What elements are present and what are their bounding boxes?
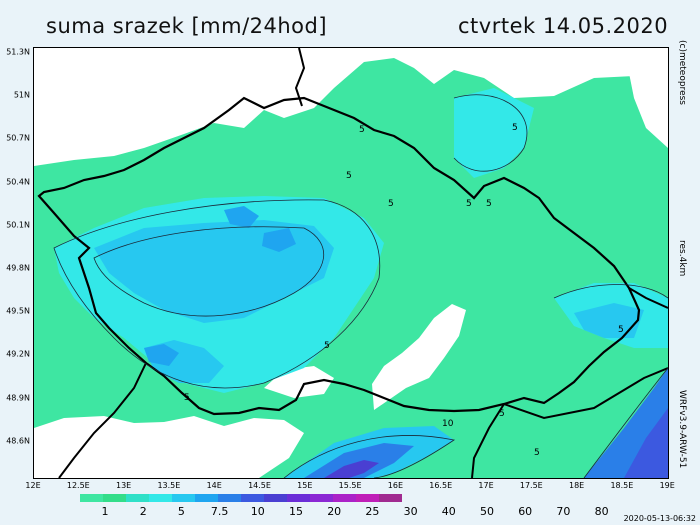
legend-label: 20 <box>327 505 342 518</box>
model-label: WRFv3.9-ARW-51 <box>677 390 687 469</box>
dry-area-south-west <box>34 416 304 478</box>
precip-spot-c <box>262 228 296 252</box>
legend-label: 60 <box>518 505 533 518</box>
latitude-tick-label: 49.8N <box>6 263 30 273</box>
legend-color-cell <box>241 494 264 502</box>
czech-border <box>37 96 641 416</box>
map-date: ctvrtek 14.05.2020 <box>458 14 669 38</box>
contour-label: 5 <box>359 125 365 135</box>
longitude-tick-label: 12.5E <box>66 481 90 490</box>
contour-label: 5 <box>534 448 540 458</box>
legend-color-cell <box>287 494 310 502</box>
legend-color-cell <box>310 494 333 502</box>
precip-spot-b <box>144 344 179 366</box>
border-austria-slovakia <box>471 403 505 478</box>
dry-area-north <box>34 48 668 166</box>
longitude-tick-label: 18E <box>568 481 585 490</box>
precipitation-legend <box>80 494 402 502</box>
contour-label: 5 <box>499 409 505 419</box>
latitude-tick-label: 51N <box>13 90 30 100</box>
longitude-tick-label: 14.5E <box>248 481 271 490</box>
copyright-label: (c)meteopress <box>677 40 687 105</box>
legend-label: 5 <box>177 505 185 518</box>
legend-color-cell <box>218 494 241 502</box>
legend-color-cell <box>356 494 379 502</box>
map-title: suma srazek [mm/24hod] <box>46 14 328 38</box>
latitude-tick-label: 50.4N <box>6 177 30 187</box>
legend-label: 2 <box>139 505 147 518</box>
contour-label: 5 <box>346 171 352 181</box>
contour-label: 5 <box>618 325 624 335</box>
legend-label: 50 <box>480 505 494 518</box>
longitude-tick-label: 14E <box>206 481 222 490</box>
contour-lines <box>53 94 668 478</box>
longitude-tick-label: 19E <box>659 481 675 490</box>
legend-label: 25 <box>365 505 380 518</box>
longitude-tick-label: 17E <box>478 481 494 490</box>
longitude-tick-label: 13E <box>115 481 132 490</box>
latitude-tick-label: 49.5N <box>6 306 30 316</box>
longitude-tick-label: 12E <box>25 481 41 490</box>
latitude-tick-label: 48.9N <box>6 393 30 403</box>
precip-band-east-edge-core <box>624 408 668 478</box>
legend-color-cell <box>379 494 402 502</box>
latitude-tick-label: 48.6N <box>6 436 30 446</box>
latitude-tick-label: 50.7N <box>6 133 30 143</box>
legend-color-cell <box>126 494 149 502</box>
resolution-label: res.4km <box>677 240 687 277</box>
contour-label: 5 <box>486 199 492 209</box>
border-poland-slovakia <box>628 287 668 309</box>
legend-label: 70 <box>556 505 571 518</box>
legend-color-cell <box>264 494 287 502</box>
legend-labels: 1 2 5 7.5 10 15 20 25 30 40 50 60 70 80 <box>0 505 700 519</box>
precip-band-southeast-core <box>304 443 414 478</box>
border-austria-germany <box>58 362 147 478</box>
legend-label: 80 <box>594 505 609 518</box>
legend-color-cell <box>195 494 218 502</box>
legend-color-cell <box>172 494 195 502</box>
contour-label: 5 <box>466 199 472 209</box>
precip-band-northeast <box>454 88 534 178</box>
precipitation-map: 5 5 5 5 5 5 5 5 10 5 5 5 <box>33 47 669 479</box>
legend-color-cell <box>149 494 172 502</box>
precip-band-southeast-peak <box>324 460 379 478</box>
contour-label-group: 5 5 5 5 5 5 5 5 10 5 5 5 <box>184 123 624 458</box>
longitude-tick-label: 17.5E <box>519 481 543 490</box>
legend-label: 40 <box>441 505 456 518</box>
latitude-tick-label: 51.3N <box>6 47 30 57</box>
legend-label: 10 <box>250 505 265 518</box>
longitude-tick-label: 16.5E <box>429 481 453 490</box>
precip-core-east <box>574 303 644 338</box>
border-slovakia-hungary <box>503 367 668 420</box>
latitude-tick-label: 49.2N <box>6 349 30 359</box>
legend-label: 7.5 <box>210 505 229 518</box>
contour-label: 5 <box>388 199 394 209</box>
model-run-timestamp: 2020-05-13-06:32 <box>623 514 696 523</box>
longitude-tick-label: 15E <box>297 481 313 490</box>
contour-label: 5 <box>184 393 190 403</box>
border-germany-poland <box>294 48 306 107</box>
precip-spot-a <box>224 206 259 228</box>
longitude-tick-label: 16E <box>387 481 404 490</box>
longitude-tick-label: 18.5E <box>610 481 634 490</box>
contour-label: 10 <box>442 419 454 429</box>
dry-area-top-right <box>624 48 668 148</box>
legend-color-cell <box>333 494 356 502</box>
legend-label: 1 <box>101 505 109 518</box>
precipitation-map-svg: 5 5 5 5 5 5 5 5 10 5 5 5 <box>34 48 668 478</box>
longitude-tick-label: 13.5E <box>157 481 181 490</box>
contour-label: 5 <box>324 341 330 351</box>
legend-label: 30 <box>403 505 418 518</box>
legend-color-cell <box>80 494 103 502</box>
latitude-tick-label: 50.1N <box>6 220 30 230</box>
dry-area-center <box>372 304 466 410</box>
contour-label: 5 <box>512 123 518 133</box>
legend-label: 15 <box>289 505 303 518</box>
longitude-tick-label: 15.5E <box>338 481 362 490</box>
legend-color-cell <box>103 494 126 502</box>
